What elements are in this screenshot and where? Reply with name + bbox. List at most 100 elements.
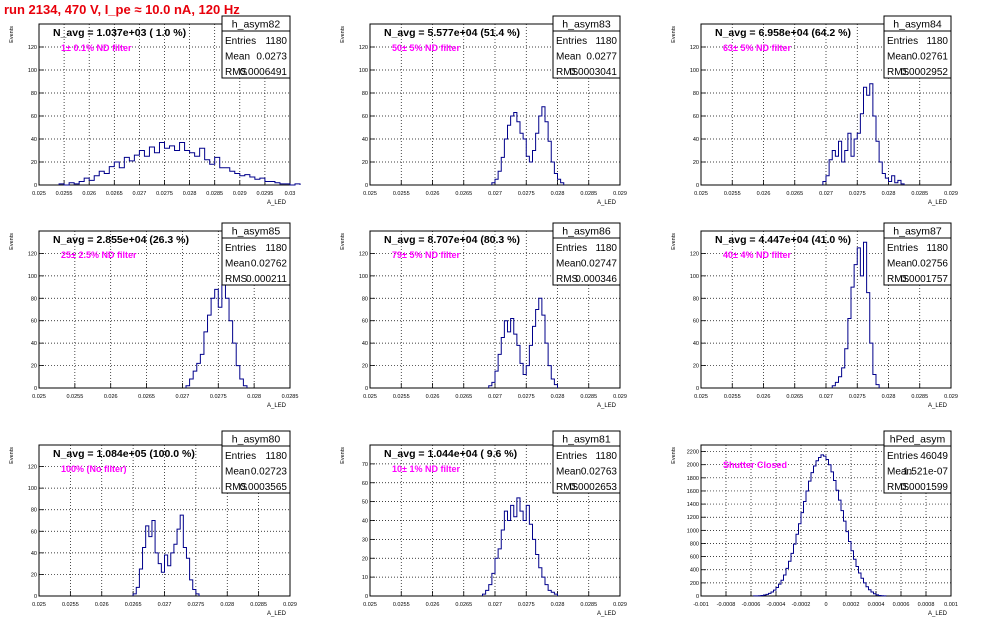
y-tick-label: 0 (365, 183, 368, 189)
stats-value-entries: 1180 (595, 451, 617, 462)
stats-label-entries: Entries (556, 243, 587, 254)
x-tick-label: 0.028 (247, 394, 261, 400)
x-tick-label: 0.025 (32, 191, 46, 197)
x-tick-label: 0.028 (551, 191, 565, 197)
stats-value-rms: 0.0001599 (901, 482, 949, 493)
stats-value-mean: 0.02763 (581, 467, 618, 478)
x-tick-label: 0.0255 (724, 191, 741, 197)
n-avg-label: N_avg = 4.447e+04 (41.0 %) (715, 234, 851, 246)
stats-histogram-name: h_asym82 (232, 19, 281, 31)
y-tick-label: 40 (31, 137, 37, 143)
y-tick-label: 600 (690, 555, 699, 561)
stats-box (883, 15, 952, 79)
y-tick-label: 0 (34, 183, 37, 189)
x-axis-label: A_LED (267, 611, 287, 617)
x-tick-label: 0.0255 (66, 394, 83, 400)
y-tick-label: 1800 (687, 476, 699, 482)
histogram-panel-h_asym86: 0.025 0.0255 0.026 0.0265 0.027 0.0275 0.028 0.… (340, 222, 627, 409)
x-tick-label: 0.0265 (106, 191, 123, 197)
stats-value-mean: 0.02756 (912, 259, 949, 270)
histogram-panel-h_asym82: 0.025 0.0255 0.026 0.0265 0.027 0.0275 0.028 0.… (9, 15, 301, 206)
x-tick-label: 0.0285 (206, 191, 223, 197)
x-axis-label: A_LED (597, 403, 617, 409)
stats-value-mean: 0.02761 (912, 52, 949, 63)
y-tick-label: 120 (28, 251, 37, 257)
stats-label-entries: Entries (887, 243, 918, 254)
x-tick-label: 0.0255 (56, 191, 73, 197)
n-avg-label: N_avg = 1.044e+04 ( 9.6 %) (384, 448, 517, 460)
x-tick-label: 0.0002 (843, 602, 860, 608)
x-tick-label: 0.025 (694, 394, 708, 400)
y-tick-label: 60 (31, 529, 37, 535)
y-tick-label: 10 (362, 575, 368, 581)
stats-label-rms: RMS (887, 482, 910, 493)
histogram-panel-h_asym81: 0.025 0.0255 0.026 0.0265 0.027 0.0275 0.028 0.… (340, 430, 627, 617)
y-tick-label: 100 (359, 68, 368, 74)
stats-value-rms: 0.0003041 (570, 67, 618, 78)
x-tick-label: 0.026 (82, 191, 96, 197)
histogram-panel-h_asym83: 0.025 0.0255 0.026 0.0265 0.027 0.0275 0.028 0.… (340, 15, 627, 206)
n-avg-label: N_avg = 2.855e+04 (26.3 %) (53, 234, 189, 246)
y-tick-label: 40 (31, 551, 37, 557)
filter-label: 63± 5% ND filter (723, 43, 791, 53)
y-tick-label: 100 (359, 274, 368, 280)
x-tick-label: 0.0275 (156, 191, 173, 197)
n-avg-label: N_avg = 1.037e+03 ( 1.0 %) (53, 27, 186, 39)
stats-value-entries: 1180 (265, 243, 287, 254)
x-tick-label: 0.025 (363, 191, 377, 197)
stats-histogram-name: h_asym84 (893, 19, 942, 31)
stats-value-rms: 0.0001757 (901, 274, 949, 285)
x-axis-label: A_LED (928, 200, 948, 206)
y-tick-label: 1600 (687, 489, 699, 495)
y-tick-label: 60 (362, 319, 368, 325)
stats-label-rms: RMS (556, 274, 579, 285)
histogram-panel-h_asym87: 0.025 0.0255 0.026 0.0265 0.027 0.0275 0.028 0.… (671, 222, 958, 409)
stats-box (552, 430, 621, 494)
y-tick-label: 20 (31, 572, 37, 578)
y-tick-label: 80 (693, 91, 699, 97)
x-tick-label: 0.025 (363, 394, 377, 400)
y-axis-label: Events (9, 233, 15, 250)
stats-value-mean: 0.0277 (586, 52, 617, 63)
stats-value-entries: 1180 (926, 243, 948, 254)
y-axis-label: Events (671, 447, 677, 464)
stats-histogram-name: h_asym83 (562, 19, 611, 31)
x-tick-label: 0.026 (426, 394, 440, 400)
n-avg-label: N_avg = 1.084e+05 (100.0 %) (53, 448, 195, 460)
x-tick-label: 0.0285 (282, 394, 299, 400)
histogram-panel-h_asym80: 0.025 0.0255 0.026 0.0265 0.027 0.0275 0.028 0.… (9, 430, 297, 617)
stats-label-mean: Mean (225, 259, 250, 270)
histogram-series (488, 297, 558, 388)
stats-label-entries: Entries (887, 36, 918, 47)
stats-value-entries: 1180 (265, 36, 287, 47)
y-tick-label: 50 (362, 500, 368, 506)
stats-value-entries: 1180 (265, 451, 287, 462)
stats-label-mean: Mean (225, 467, 250, 478)
x-tick-label: 0.026 (95, 602, 109, 608)
stats-box (221, 15, 291, 79)
stats-box (552, 15, 621, 79)
stats-histogram-name: hPed_asym (890, 434, 946, 446)
x-tick-label: 0.028 (183, 191, 197, 197)
x-tick-label: 0.0006 (893, 602, 910, 608)
x-tick-label: 0.027 (488, 602, 502, 608)
histogram-panel-h_asym85: 0.025 0.0255 0.026 0.0265 0.027 0.0275 0.028 0.… (9, 222, 299, 409)
y-tick-label: 120 (28, 45, 37, 51)
stats-label-rms: RMS (225, 482, 248, 493)
y-tick-label: 400 (690, 568, 699, 574)
x-tick-label: 0.027 (488, 191, 502, 197)
stats-value-entries: 1180 (595, 243, 617, 254)
y-tick-label: 120 (690, 45, 699, 51)
y-tick-label: 80 (693, 296, 699, 302)
x-tick-label: 0.0255 (62, 602, 79, 608)
x-tick-label: 0.028 (882, 191, 896, 197)
x-tick-label: 0.027 (488, 394, 502, 400)
x-tick-label: 0.0265 (138, 394, 155, 400)
stats-value-rms: 0.0002653 (570, 482, 618, 493)
stats-label-mean: Mean (556, 259, 581, 270)
x-axis-label: A_LED (267, 200, 287, 206)
y-tick-label: 40 (31, 341, 37, 347)
y-tick-label: 120 (359, 251, 368, 257)
y-tick-label: 80 (31, 508, 37, 514)
x-tick-label: 0.027 (176, 394, 190, 400)
